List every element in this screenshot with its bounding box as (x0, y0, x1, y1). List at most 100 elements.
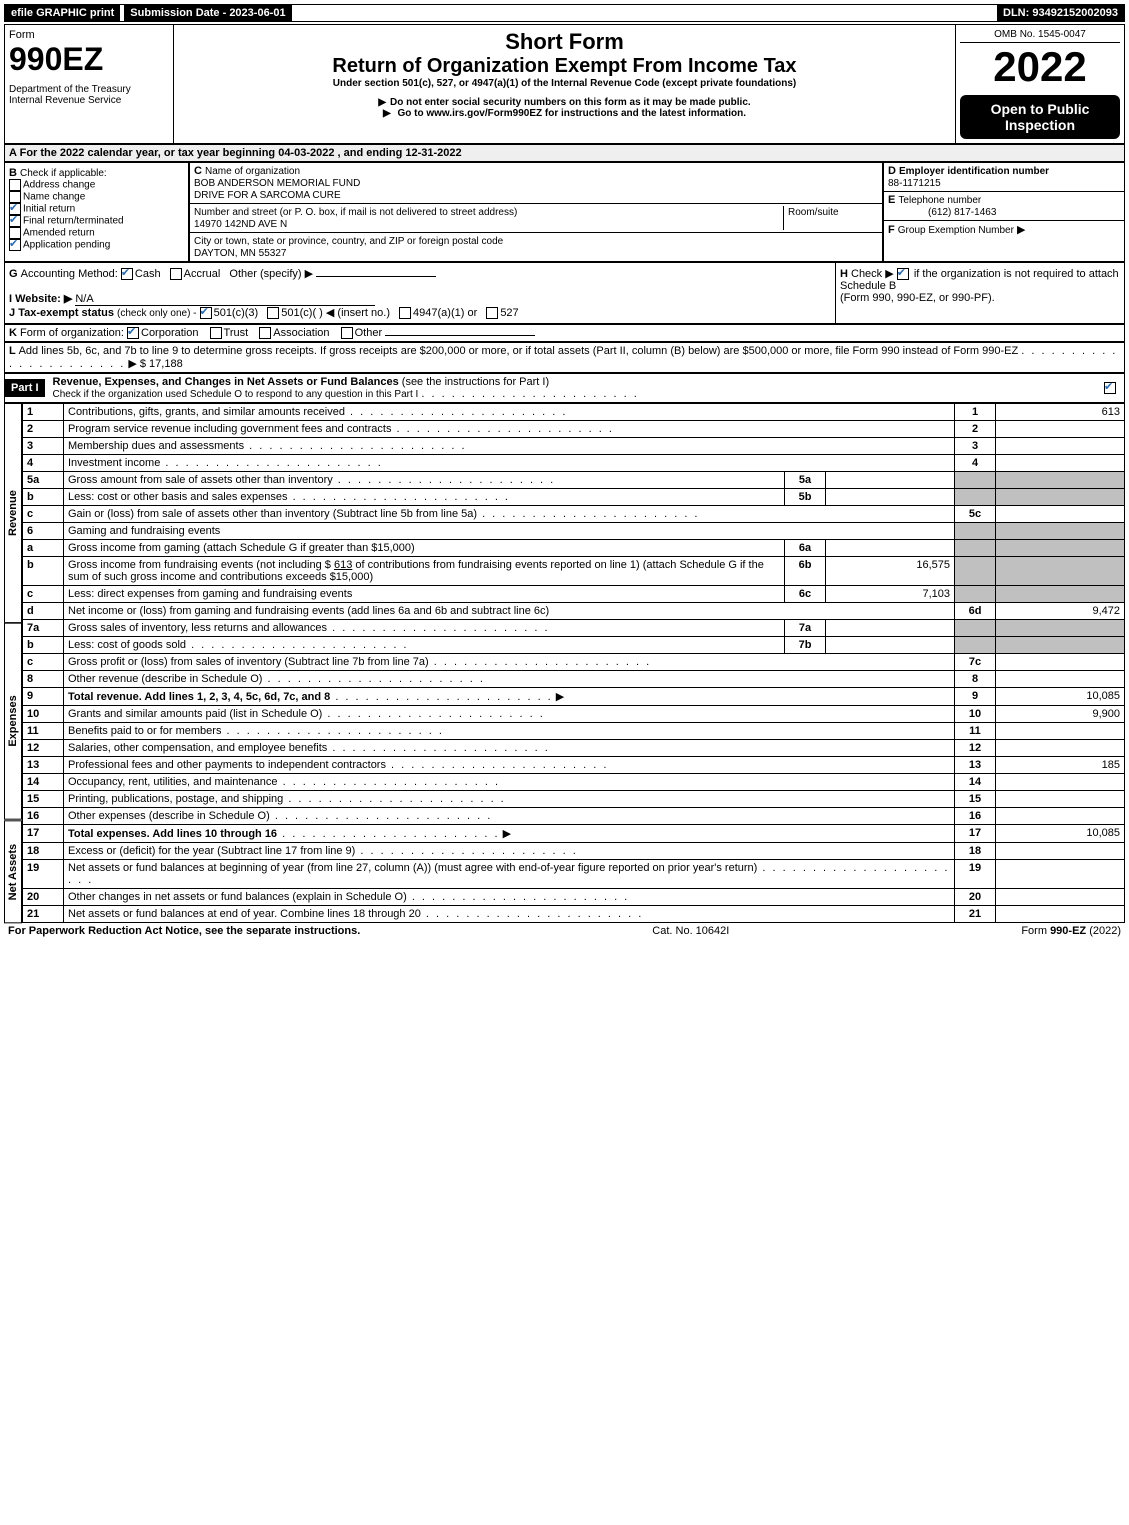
netassets-label: Net Assets (4, 820, 22, 923)
line-16: 16Other expenses (describe in Schedule O… (23, 808, 1125, 825)
j-501c: 501(c)( ) (281, 307, 323, 319)
line-7a: 7aGross sales of inventory, less returns… (23, 620, 1125, 637)
part-1-check-text: Check if the organization used Schedule … (53, 389, 419, 400)
subtitle: Under section 501(c), 527, or 4947(a)(1)… (178, 78, 951, 89)
line-6d: dNet income or (loss) from gaming and fu… (23, 603, 1125, 620)
line-5b: bLess: cost or other basis and sales exp… (23, 489, 1125, 506)
part-1-title: Revenue, Expenses, and Changes in Net As… (53, 376, 399, 388)
line-21: 21Net assets or fund balances at end of … (23, 906, 1125, 923)
e-label: Telephone number (898, 195, 981, 206)
checkbox-schedule-o[interactable] (1104, 382, 1116, 394)
org-street: 14970 142ND AVE N (194, 219, 287, 230)
footer-mid: Cat. No. 10642I (652, 925, 729, 937)
org-name: BOB ANDERSON MEMORIAL FUND DRIVE FOR A S… (194, 178, 360, 201)
goto-link[interactable]: Go to www.irs.gov/Form990EZ for instruct… (178, 108, 951, 119)
h-text3: (Form 990, 990-EZ, or 990-PF). (840, 292, 995, 304)
line-11: 11Benefits paid to or for members11 (23, 723, 1125, 740)
opt-address-change: Address change (23, 180, 95, 191)
f-arrow: ▶ (1017, 224, 1025, 236)
short-form-title: Short Form (178, 29, 951, 55)
checkbox-application-pending[interactable] (9, 239, 21, 251)
section-gh: G Accounting Method: Cash Accrual Other … (4, 262, 1125, 324)
efile-label[interactable]: efile GRAPHIC print (5, 5, 120, 21)
room-label: Room/suite (788, 207, 839, 218)
section-a: A For the 2022 calendar year, or tax yea… (4, 144, 1125, 162)
form-header: Form 990EZ Department of the Treasury In… (4, 24, 1125, 144)
checkbox-501c[interactable] (267, 307, 279, 319)
line-19: 19Net assets or fund balances at beginni… (23, 860, 1125, 889)
checkbox-527[interactable] (486, 307, 498, 319)
footer-right: Form 990-EZ (2022) (1021, 925, 1121, 937)
line-20: 20Other changes in net assets or fund ba… (23, 889, 1125, 906)
checkbox-4947[interactable] (399, 307, 411, 319)
line-14: 14Occupancy, rent, utilities, and mainte… (23, 774, 1125, 791)
checkbox-other-org[interactable] (341, 327, 353, 339)
tax-year: 2022 (960, 43, 1120, 91)
checkbox-501c3[interactable] (200, 307, 212, 319)
header-right: OMB No. 1545-0047 2022 Open to Public In… (956, 25, 1124, 143)
line-13: 13Professional fees and other payments t… (23, 757, 1125, 774)
opt-application-pending: Application pending (23, 240, 110, 251)
department: Department of the Treasury Internal Reve… (9, 84, 169, 106)
checkbox-h[interactable] (897, 268, 909, 280)
form-word: Form (9, 29, 169, 41)
d-label: Employer identification number (899, 166, 1049, 177)
checkbox-association[interactable] (259, 327, 271, 339)
line-7b: bLess: cost of goods sold7b (23, 637, 1125, 654)
j-note: (check only one) - (117, 308, 196, 319)
opt-final-return: Final return/terminated (23, 216, 124, 227)
submission-date: Submission Date - 2023-06-01 (124, 5, 291, 21)
line-6b-amt: 613 (334, 559, 352, 571)
j-501c3: 501(c)(3) (214, 307, 259, 319)
goto-text: Go to www.irs.gov/Form990EZ for instruct… (397, 108, 746, 119)
line-18: 18Excess or (deficit) for the year (Subt… (23, 843, 1125, 860)
header-center: Short Form Return of Organization Exempt… (174, 25, 956, 143)
f-label: Group Exemption Number (898, 225, 1014, 236)
l-amount: $ 17,188 (140, 358, 183, 370)
checkbox-address-change[interactable] (9, 179, 21, 191)
i-label: Website: ▶ (15, 293, 72, 305)
checkbox-cash[interactable] (121, 268, 133, 280)
line-6: 6Gaming and fundraising events (23, 523, 1125, 540)
h-check: Check ▶ (851, 268, 894, 280)
line-5c: cGain or (loss) from sale of assets othe… (23, 506, 1125, 523)
form-number: 990EZ (9, 41, 169, 78)
street-label: Number and street (or P. O. box, if mail… (194, 207, 517, 218)
checkbox-corporation[interactable] (127, 327, 139, 339)
line-6c: cLess: direct expenses from gaming and f… (23, 586, 1125, 603)
line-6a: aGross income from gaming (attach Schedu… (23, 540, 1125, 557)
line-8: 8Other revenue (describe in Schedule O)8 (23, 671, 1125, 688)
line-15: 15Printing, publications, postage, and s… (23, 791, 1125, 808)
checkbox-final-return[interactable] (9, 215, 21, 227)
line-10: 10Grants and similar amounts paid (list … (23, 706, 1125, 723)
checkbox-accrual[interactable] (170, 268, 182, 280)
j-527: 527 (500, 307, 518, 319)
part-1-note: (see the instructions for Part I) (402, 376, 549, 388)
k-label: Form of organization: (20, 327, 124, 339)
line-6b: bGross income from fundraising events (n… (23, 557, 1125, 586)
part-1-header: Part I Revenue, Expenses, and Changes in… (4, 373, 1125, 403)
k-other: Other (355, 327, 383, 339)
open-inspection: Open to Public Inspection (960, 95, 1120, 139)
ssn-warning: Do not enter social security numbers on … (178, 97, 951, 108)
checkbox-trust[interactable] (210, 327, 222, 339)
dln: DLN: 93492152002093 (997, 5, 1124, 21)
header-left: Form 990EZ Department of the Treasury In… (5, 25, 174, 143)
b-label: Check if applicable: (20, 168, 107, 179)
line-5a: 5aGross amount from sale of assets other… (23, 472, 1125, 489)
top-bar: efile GRAPHIC print Submission Date - 20… (4, 4, 1125, 22)
k-trust: Trust (224, 327, 249, 339)
line-2: 2Program service revenue including gover… (23, 421, 1125, 438)
g-label: Accounting Method: (21, 268, 118, 280)
expenses-label: Expenses (4, 623, 22, 820)
website: N/A (75, 293, 375, 306)
opt-initial-return: Initial return (23, 204, 75, 215)
k-assoc: Association (273, 327, 329, 339)
opt-name-change: Name change (23, 192, 85, 203)
part-1-body: Revenue Expenses Net Assets 1Contributio… (4, 403, 1125, 923)
lines-table: 1Contributions, gifts, grants, and simil… (22, 403, 1125, 923)
section-c: C Name of organization BOB ANDERSON MEMO… (189, 162, 883, 262)
city-label: City or town, state or province, country… (194, 236, 503, 247)
footer-left: For Paperwork Reduction Act Notice, see … (8, 925, 360, 937)
c-name-label: Name of organization (205, 166, 300, 177)
